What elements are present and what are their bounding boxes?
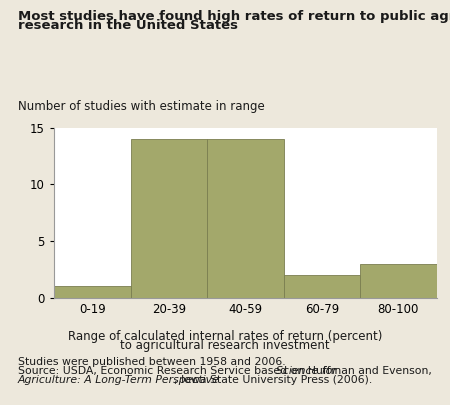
Text: , Iowa State University Press (2006).: , Iowa State University Press (2006).: [174, 375, 373, 385]
Bar: [360, 264, 436, 298]
Text: research in the United States: research in the United States: [18, 19, 238, 32]
Text: Most studies have found high rates of return to public agricultural: Most studies have found high rates of re…: [18, 10, 450, 23]
Text: Number of studies with estimate in range: Number of studies with estimate in range: [18, 100, 265, 113]
Bar: [54, 286, 130, 298]
Text: Range of calculated internal rates of return (percent): Range of calculated internal rates of re…: [68, 330, 382, 343]
Text: Studies were published between 1958 and 2006.: Studies were published between 1958 and …: [18, 357, 286, 367]
Text: to agricultural research investment: to agricultural research investment: [120, 339, 330, 352]
Text: Science for: Science for: [276, 366, 337, 376]
Bar: [207, 139, 284, 298]
Text: Agriculture: A Long-Term Perspective: Agriculture: A Long-Term Perspective: [18, 375, 220, 385]
Text: Source: USDA, Economic Research Service based on Huffman and Evenson,: Source: USDA, Economic Research Service …: [18, 366, 436, 376]
Bar: [130, 139, 207, 298]
Bar: [284, 275, 360, 298]
